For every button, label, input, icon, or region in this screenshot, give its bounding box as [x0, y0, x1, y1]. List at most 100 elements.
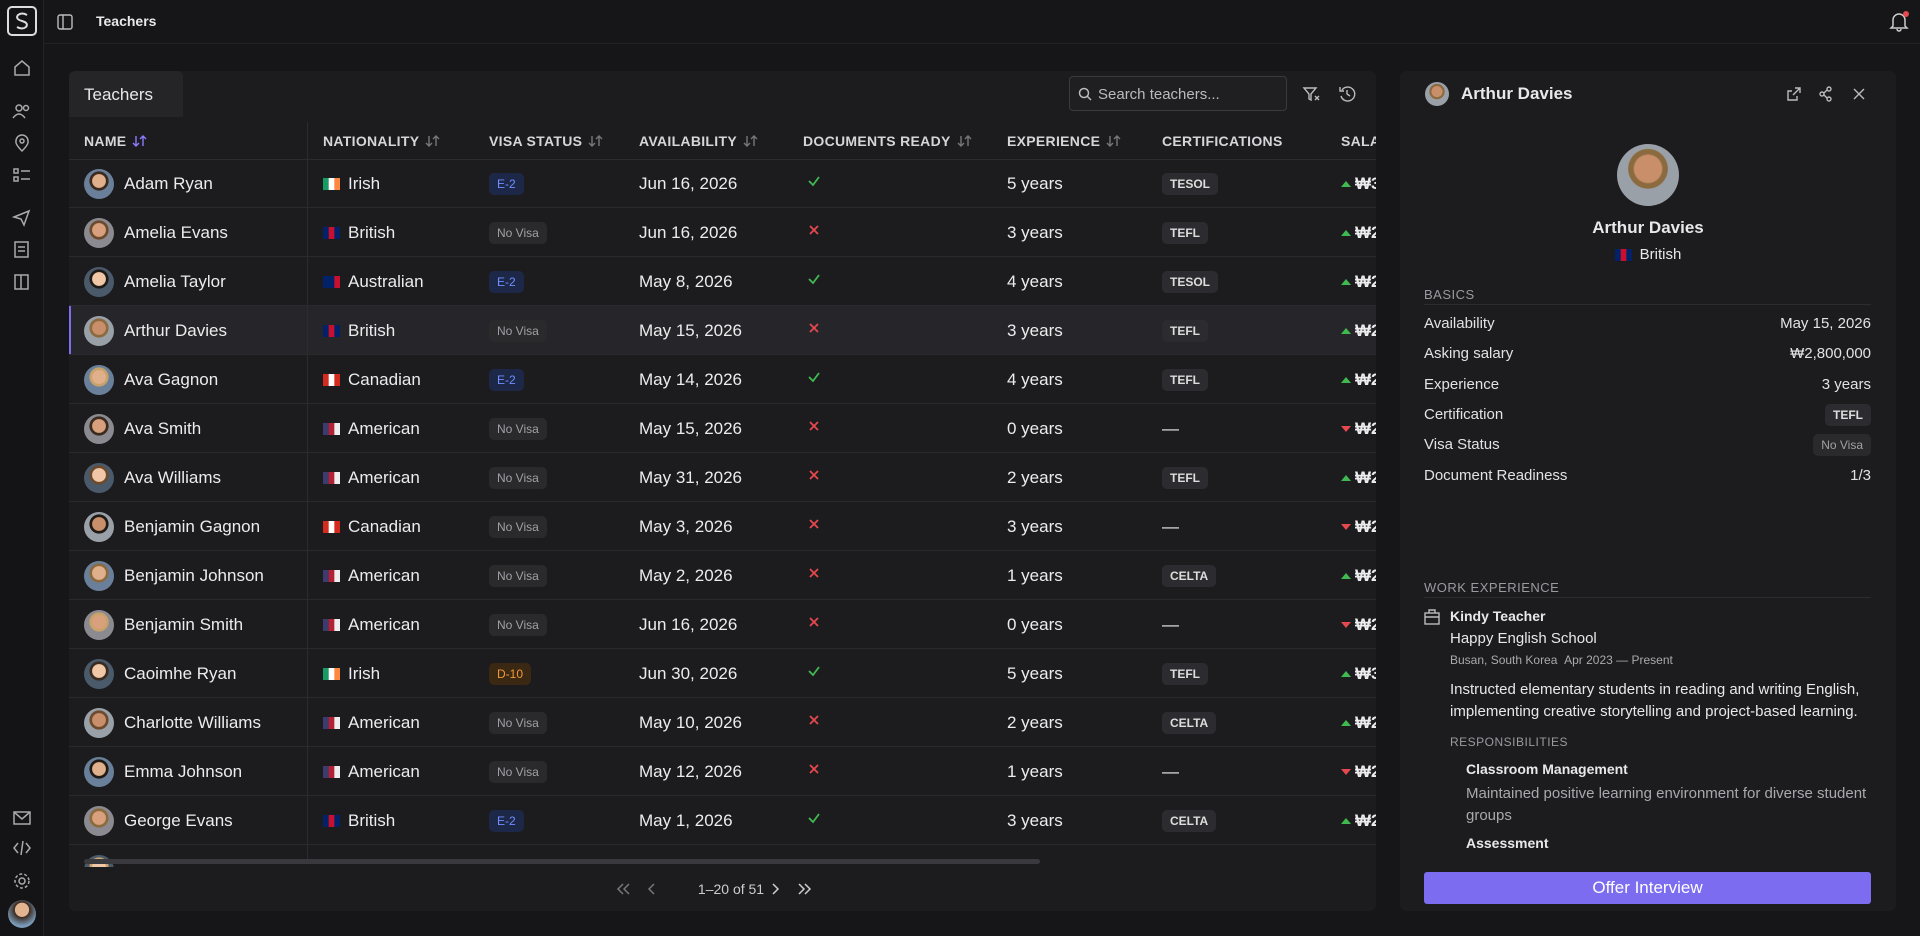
table-header: NAME NATIONALITY VISA STATUS AVAILABILITY DO…: [69, 122, 1376, 160]
basics-label: Asking salary: [1424, 345, 1514, 363]
salary: ₩2: [1355, 712, 1376, 732]
salary: ₩2: [1355, 516, 1376, 536]
salary: ₩2: [1355, 222, 1376, 242]
nationality: British: [348, 320, 396, 340]
visa-chip: E-2: [489, 270, 524, 293]
avatar: [84, 609, 114, 640]
table-row[interactable]: George Evans British E-2 May 1, 2026 3 years…: [69, 796, 1376, 845]
experience: 3 years: [1007, 320, 1063, 340]
offer-interview-button[interactable]: Offer Interview: [1424, 872, 1871, 904]
column-header[interactable]: CERTIFICATIONS: [1162, 133, 1283, 149]
prev-buttons[interactable]: [616, 881, 736, 897]
salary-trend: [1341, 425, 1351, 432]
documents-ready-icon: [808, 371, 820, 382]
flag: [323, 765, 340, 778]
sort-icon[interactable]: [743, 134, 759, 148]
experience: 3 years: [1007, 810, 1063, 830]
sort-icon[interactable]: [1106, 134, 1122, 148]
salary-trend: [1341, 768, 1351, 775]
salary-trend: [1341, 327, 1351, 334]
availability: Jun 30, 2026: [639, 663, 738, 683]
documents-ready-icon: [808, 175, 820, 186]
column-label: VISA STATUS: [489, 133, 583, 149]
reset-button[interactable]: [1338, 85, 1356, 103]
salary-trend: [1341, 670, 1351, 677]
flag: [323, 275, 340, 288]
user-avatar[interactable]: [8, 900, 36, 928]
table-row[interactable]: Ava Williams American No Visa May 31, 2026 2…: [69, 453, 1376, 502]
certification: CELTA: [1162, 564, 1217, 587]
avatar: [84, 266, 114, 297]
visa-chip: E-2: [489, 809, 524, 832]
table-row[interactable]: Arthur Davies British No Visa May 15, 2026 3…: [69, 306, 1376, 355]
search-box[interactable]: Search teachers...: [1069, 76, 1287, 111]
table-row[interactable]: Benjamin Johnson American No Visa May 2, 20…: [69, 551, 1376, 600]
nationality: Irish: [348, 173, 381, 193]
column-header[interactable]: AVAILABILITY: [639, 133, 759, 149]
table-row[interactable]: Benjamin Smith American No Visa Jun 16, 202…: [69, 600, 1376, 649]
basics-value: TEFL: [1825, 403, 1871, 426]
table-row[interactable]: Adam Ryan Irish E-2 Jun 16, 2026 5 years TESO…: [69, 159, 1376, 208]
sort-icon[interactable]: [425, 134, 441, 148]
sort-icon[interactable]: [132, 134, 148, 148]
table-row[interactable]: Emma Johnson American No Visa May 12, 2026 1…: [69, 747, 1376, 796]
column-header[interactable]: DOCUMENTS READY: [803, 133, 973, 149]
availability: May 12, 2026: [639, 761, 743, 781]
availability: May 8, 2026: [639, 271, 733, 291]
column-header[interactable]: SALA: [1341, 133, 1376, 149]
table-row[interactable]: Amelia Evans British No Visa Jun 16, 2026 3 …: [69, 208, 1376, 257]
bottom-icons[interactable]: [12, 808, 32, 908]
filter-button[interactable]: [1302, 85, 1320, 103]
basics-label: Visa Status: [1424, 436, 1500, 454]
flag: [323, 373, 340, 386]
table-row[interactable]: Caoimhe Ryan Irish D-10 Jun 30, 2026 5 years…: [69, 649, 1376, 698]
basics-label: Availability: [1424, 315, 1495, 332]
table-row[interactable]: Amelia Taylor Australian E-2 May 8, 2026 4 y…: [69, 257, 1376, 306]
nationality: Canadian: [348, 516, 421, 536]
table-row[interactable]: Ava Gagnon Canadian E-2 May 14, 2026 4 years…: [69, 355, 1376, 404]
table-row[interactable]: Charlotte Williams American No Visa May 10,…: [69, 698, 1376, 747]
sort-icon[interactable]: [588, 134, 604, 148]
responsibility-title: Assessment: [1466, 835, 1549, 851]
divider: [1424, 597, 1871, 598]
availability: May 31, 2026: [639, 467, 743, 487]
page-info: 1–20 of 51: [697, 881, 765, 897]
detail-header-name: Arthur Davies: [1461, 84, 1573, 103]
nationality: British: [348, 810, 396, 830]
visa-chip: No Visa: [489, 221, 547, 244]
horizontal-scrollbar[interactable]: [84, 859, 1040, 864]
toggle-sidebar[interactable]: [57, 14, 73, 30]
section-heading: WORK EXPERIENCE: [1424, 580, 1560, 595]
certification: CELTA: [1162, 711, 1217, 734]
top-bar: Teachers: [44, 0, 1920, 44]
sort-icon[interactable]: [957, 134, 973, 148]
tab[interactable]: Teachers: [69, 71, 183, 117]
flag: [323, 471, 340, 484]
column-header[interactable]: NATIONALITY: [323, 133, 441, 149]
availability: May 15, 2026: [639, 418, 743, 438]
column-header[interactable]: NAME: [84, 133, 148, 149]
notifications[interactable]: [1888, 10, 1910, 32]
documents-ready-icon: [809, 616, 819, 627]
experience: 2 years: [1007, 712, 1063, 732]
column-header[interactable]: EXPERIENCE: [1007, 133, 1122, 149]
nav-icons[interactable]: [12, 58, 32, 298]
documents-ready-icon: [809, 420, 819, 431]
table-row[interactable]: Benjamin Gagnon Canadian No Visa May 3, 202…: [69, 502, 1376, 551]
experience: 2 years: [1007, 467, 1063, 487]
availability: May 1, 2026: [639, 810, 733, 830]
next-buttons[interactable]: [768, 881, 828, 897]
salary: ₩2: [1355, 614, 1376, 634]
documents-ready-icon: [809, 469, 819, 480]
table-row[interactable]: Ava Smith American No Visa May 15, 2026 0 ye…: [69, 404, 1376, 453]
avatar: [84, 560, 114, 591]
salary: ₩2: [1355, 320, 1376, 340]
visa-chip: No Visa: [489, 466, 547, 489]
salary: ₩2: [1355, 565, 1376, 585]
salary-trend: [1341, 817, 1351, 824]
flag: [323, 226, 340, 239]
certification: TEFL: [1162, 221, 1208, 244]
column-header[interactable]: VISA STATUS: [489, 133, 604, 149]
panel-actions[interactable]: [1786, 86, 1876, 102]
